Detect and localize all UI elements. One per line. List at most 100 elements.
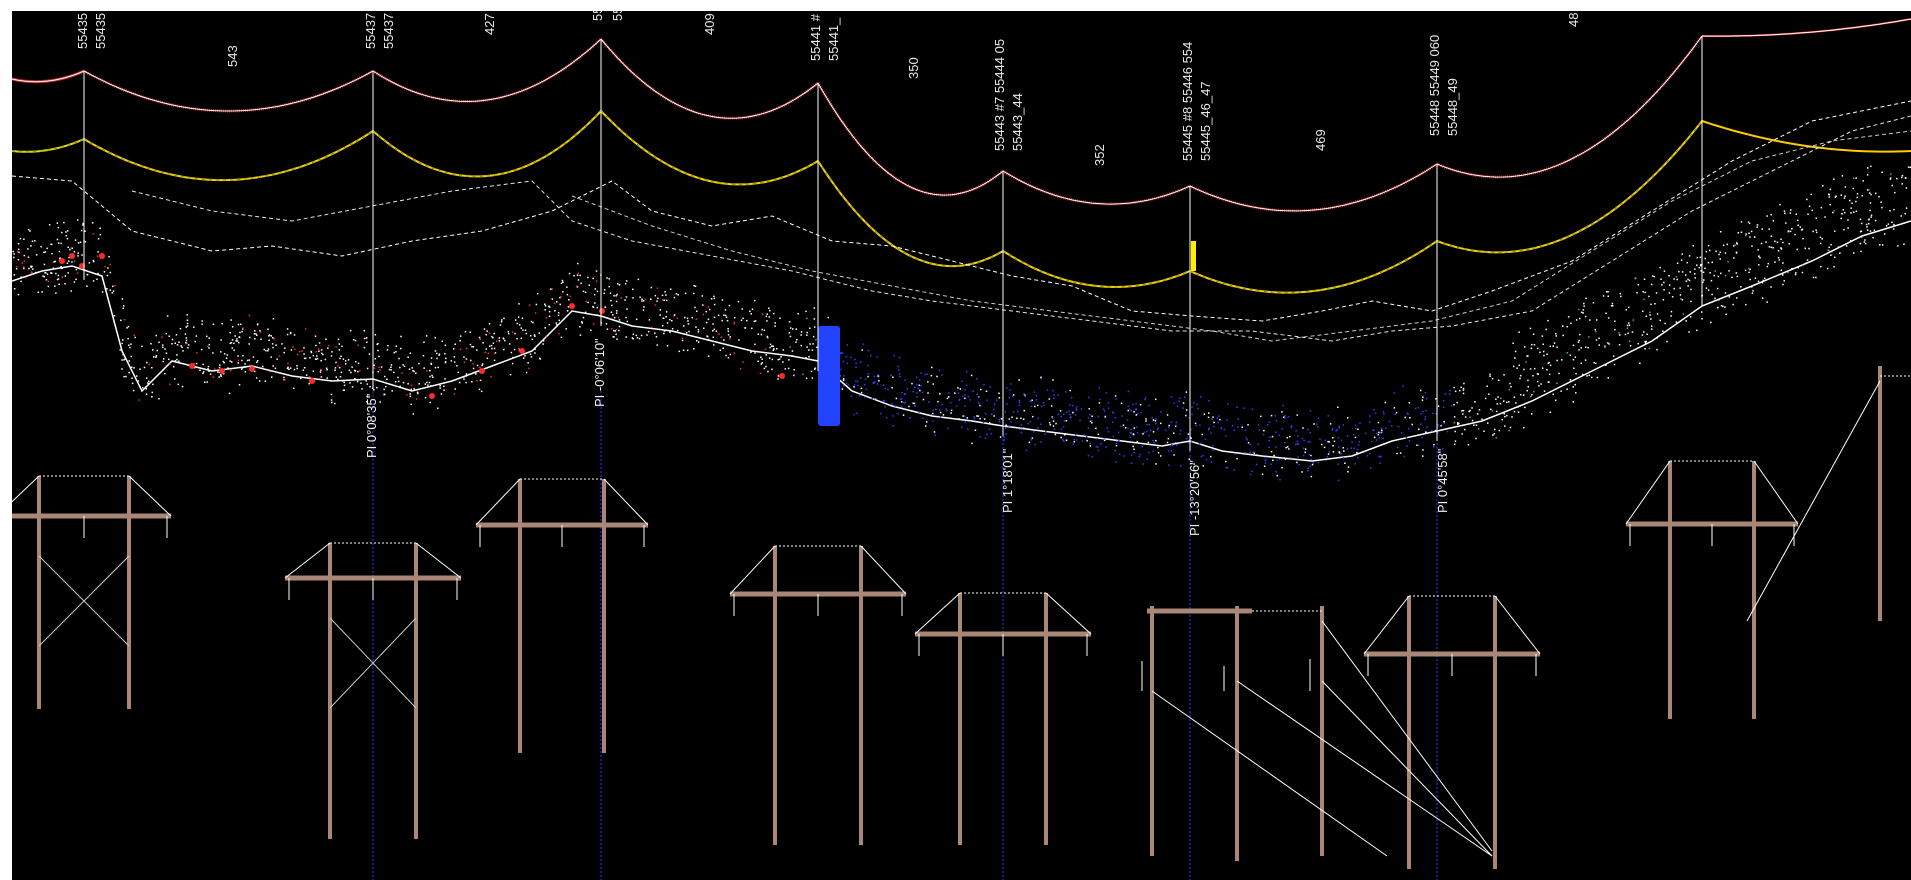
ground-point	[1152, 431, 1155, 433]
ground-point	[15, 266, 18, 268]
profile-viewport[interactable]: 55435 55435 55437 55437 55 55 55441 # 55…	[12, 11, 1911, 880]
ground-point	[407, 356, 409, 358]
ground-point	[1174, 442, 1177, 444]
ground-point	[1251, 408, 1254, 410]
ground-point	[898, 369, 900, 371]
ground-point	[1004, 427, 1007, 429]
ground-point	[920, 372, 922, 374]
ground-point	[1154, 420, 1157, 422]
ground-point	[80, 229, 83, 232]
ground-point	[957, 387, 959, 389]
ground-point	[958, 399, 960, 401]
ground-point	[850, 395, 853, 397]
ground-point	[1256, 454, 1258, 456]
ground-point	[1796, 248, 1798, 251]
ground-point	[1127, 409, 1129, 412]
ground-point	[715, 330, 718, 332]
top-conductor-span	[12, 69, 85, 84]
ground-point	[1850, 207, 1852, 209]
ground-point	[1663, 289, 1665, 291]
ground-point	[919, 389, 921, 392]
ground-point	[1504, 415, 1506, 418]
ground-point	[879, 412, 882, 415]
ground-point	[625, 280, 628, 282]
ground-point	[1878, 195, 1880, 198]
ground-point	[1182, 407, 1184, 409]
ground-point	[1329, 423, 1332, 425]
ground-point	[1844, 195, 1846, 197]
ground-point	[915, 383, 918, 386]
ground-point	[1828, 246, 1830, 249]
ground-point	[1851, 202, 1853, 204]
ground-point	[1149, 429, 1152, 432]
ground-point	[410, 403, 412, 406]
ground-point	[1591, 376, 1593, 379]
ground-point	[1297, 443, 1299, 445]
ground-point	[1770, 246, 1773, 249]
ground-point	[1034, 405, 1036, 408]
ground-point	[65, 231, 67, 233]
ground-red-marker	[599, 308, 605, 314]
ground-point	[1692, 245, 1694, 247]
ground-point	[1091, 422, 1093, 424]
ground-point	[1759, 256, 1761, 259]
ground-point	[352, 339, 355, 341]
ground-point	[454, 343, 456, 345]
ground-point	[486, 330, 488, 332]
ground-point	[407, 383, 409, 385]
ground-point	[1355, 427, 1357, 430]
ground-point	[972, 390, 974, 392]
ground-point	[1821, 238, 1823, 240]
h-frame-structure	[12, 475, 172, 709]
ground-point	[303, 367, 306, 369]
ground-point	[1605, 312, 1607, 314]
ground-point	[697, 331, 700, 333]
ground-point	[1570, 322, 1572, 325]
ground-point	[965, 384, 968, 386]
ground-point	[1135, 403, 1137, 405]
ground-point	[1845, 245, 1848, 247]
ground-point	[465, 373, 468, 375]
ground-point	[1797, 219, 1799, 222]
ground-point	[1166, 414, 1169, 416]
ground-point	[809, 343, 811, 345]
ground-point	[287, 362, 289, 365]
ground-point	[894, 405, 897, 407]
ground-point	[1043, 404, 1045, 407]
ground-point	[1152, 440, 1154, 442]
ground-point	[979, 404, 981, 407]
ground-point	[1437, 424, 1439, 426]
ground-point	[713, 297, 716, 300]
ground-point	[1758, 255, 1760, 257]
ground-profile-line	[12, 220, 1911, 462]
ground-point	[328, 344, 330, 347]
ground-point	[96, 278, 98, 280]
ground-point	[1628, 322, 1630, 324]
ground-point	[1797, 224, 1799, 226]
ground-point	[479, 366, 481, 369]
ground-point	[1198, 443, 1201, 445]
ground-point	[272, 318, 275, 320]
ground-point	[31, 240, 34, 242]
ground-point	[556, 324, 558, 326]
ground-point	[82, 224, 84, 226]
ground-point	[939, 411, 942, 414]
ground-point	[1247, 442, 1250, 444]
ground-point	[864, 384, 866, 386]
ground-point	[1794, 233, 1796, 236]
ground-point	[686, 332, 688, 334]
ground-point	[846, 362, 849, 365]
ground-point	[1191, 413, 1193, 416]
ground-point	[1405, 436, 1408, 439]
ground-point	[922, 398, 925, 401]
ground-point	[1598, 337, 1600, 339]
ground-point	[927, 392, 929, 394]
ground-point	[1504, 425, 1506, 427]
ground-point	[522, 329, 524, 331]
ground-point	[278, 355, 281, 357]
ground-point	[964, 397, 966, 399]
ground-point	[55, 292, 57, 294]
top-conductor-core	[1701, 18, 1911, 37]
ground-point	[459, 335, 462, 337]
ground-point	[1497, 396, 1499, 398]
